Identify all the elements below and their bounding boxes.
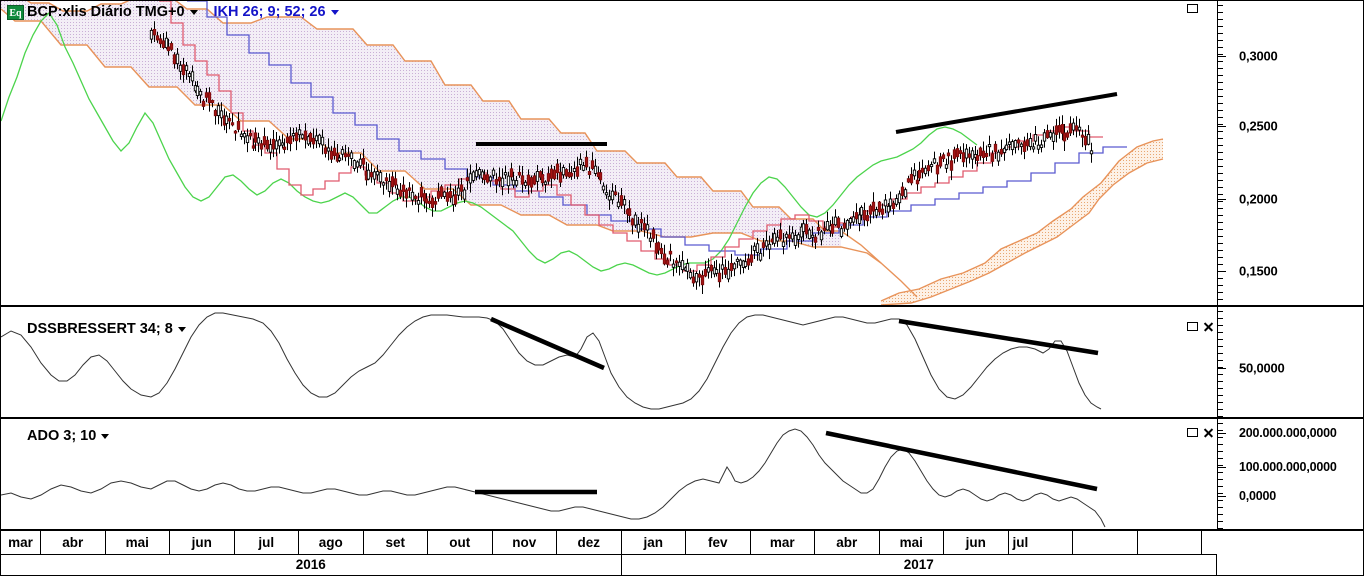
ado-axis: 200.000.000,0000 100.000.000,0000 0,0000	[1217, 419, 1364, 529]
price-axis-label-3: 0,1500	[1239, 263, 1278, 279]
month-cell-empty-1	[1138, 531, 1202, 554]
ichimoku-chevron-down-icon[interactable]	[330, 9, 339, 15]
chart-title: BCP:xlis Diário TMG+0	[27, 4, 185, 20]
month-label-mar-12: mar	[751, 531, 815, 554]
price-axis-label-2: 0,2000	[1239, 191, 1278, 207]
month-label-jul-4: jul	[235, 531, 299, 554]
dss-maximize-icon[interactable]	[1187, 322, 1198, 331]
month-label-ago-5: ago	[299, 531, 364, 554]
dss-close-icon[interactable]	[1203, 321, 1214, 332]
month-label-jun-3: jun	[170, 531, 235, 554]
month-label-mar-0: mar	[1, 531, 41, 554]
dss-chart-svg	[1, 312, 1102, 410]
price-panel: Eq BCP:xlis Diário TMG+0 IKH 26; 9; 52; …	[0, 0, 1364, 306]
time-axis: mar abr mai jun jul ago set out nov dez jan fev mar a…	[0, 530, 1364, 576]
month-label-mai-14: mai	[880, 531, 944, 554]
dss-bearish-trendline-1	[490, 316, 605, 371]
ado-panel: ADO 3; 10 200.000.000,0000 100.000.000,0…	[0, 418, 1364, 530]
month-label-abr-13: abr	[815, 531, 880, 554]
ado-indicator-label: ADO 3; 10	[27, 428, 97, 444]
ado-axis-ticks	[1217, 419, 1226, 529]
chikou-span-line	[1, 11, 978, 276]
ado-trendlines[interactable]	[475, 430, 1098, 495]
ado-axis-label-2: 0,0000	[1239, 489, 1277, 503]
year-row: 2016 2017	[1, 554, 1217, 575]
price-axis-label-1: 0,2500	[1239, 118, 1278, 134]
axis-divider	[1217, 419, 1218, 529]
ado-close-icon[interactable]	[1203, 427, 1214, 438]
price-panel-window-buttons	[1187, 4, 1198, 13]
dss-panel-window-buttons	[1187, 321, 1214, 332]
price-trendlines[interactable]	[476, 92, 1118, 146]
year-label-2017: 2017	[622, 554, 1217, 575]
month-cell-empty-0	[1073, 531, 1138, 554]
price-panel-title-row: Eq BCP:xlis Diário TMG+0 IKH 26; 9; 52; …	[7, 2, 343, 22]
ado-axis-label-0: 200.000.000,0000	[1239, 426, 1337, 440]
ado-line	[1, 428, 1106, 528]
year-label-2016: 2016	[1, 554, 622, 575]
month-label-abr-1: abr	[41, 531, 106, 554]
dss-plot-area[interactable]	[1, 307, 1217, 417]
month-label-jan-10: jan	[622, 531, 686, 554]
ado-panel-title-row: ADO 3; 10	[27, 426, 113, 446]
dss-trendlines[interactable]	[490, 316, 1099, 371]
uptrend-support-trendline	[895, 92, 1118, 134]
month-row: mar abr mai jun jul ago set out nov dez jan fev mar a…	[1, 531, 1217, 555]
ichimoku-cloud-bearish	[1, 1, 841, 247]
month-label-mai-2: mai	[106, 531, 170, 554]
dss-axis: 50,0000	[1217, 307, 1364, 417]
price-chart-svg	[1, 1, 1164, 305]
equity-icon: Eq	[7, 4, 24, 20]
chevron-down-icon[interactable]	[189, 9, 198, 15]
ichimoku-cloud-bullish	[880, 138, 1164, 305]
ado-panel-window-buttons	[1187, 427, 1214, 438]
ichimoku-indicator-label: IKH 26; 9; 52; 26	[213, 4, 326, 20]
tenkan-sen-line	[159, 1, 1103, 272]
axis-divider	[1217, 307, 1218, 417]
dss-axis-label-0: 50,0000	[1239, 360, 1285, 376]
price-axis-ticks	[1217, 1, 1226, 305]
dss-panel: DSSBRESSERT 34; 8 50,0000	[0, 306, 1364, 418]
dss-panel-title-row: DSSBRESSERT 34; 8	[27, 319, 190, 339]
month-label-set-6: set	[364, 531, 428, 554]
price-plot-area[interactable]	[1, 1, 1217, 305]
price-axis: 0,3000 0,2500 0,2000 0,1500	[1217, 1, 1364, 305]
month-label-fev-11: fev	[686, 531, 751, 554]
month-label-jun-15: jun	[944, 531, 1009, 554]
dss-chevron-down-icon[interactable]	[177, 326, 186, 332]
candlestick-series	[149, 21, 1094, 294]
ado-axis-label-1: 100.000.000,0000	[1239, 460, 1337, 474]
ado-bearish-trendline	[825, 430, 1098, 492]
dss-axis-ticks	[1217, 307, 1226, 417]
price-axis-label-0: 0,3000	[1239, 48, 1278, 64]
dss-bearish-trendline-2	[898, 318, 1099, 356]
dss-indicator-label: DSSBRESSERT 34; 8	[27, 321, 173, 337]
month-label-dez-9: dez	[557, 531, 622, 554]
dss-line	[1, 312, 1102, 410]
ado-chart-svg	[1, 428, 1106, 528]
month-label-jul-16: jul	[1009, 531, 1073, 554]
maximize-icon[interactable]	[1187, 4, 1198, 13]
ado-plot-area[interactable]	[1, 419, 1217, 529]
month-label-nov-8: nov	[493, 531, 557, 554]
month-label-out-7: out	[428, 531, 493, 554]
ado-maximize-icon[interactable]	[1187, 428, 1198, 437]
ado-chevron-down-icon[interactable]	[101, 433, 110, 439]
axis-divider	[1217, 1, 1218, 305]
